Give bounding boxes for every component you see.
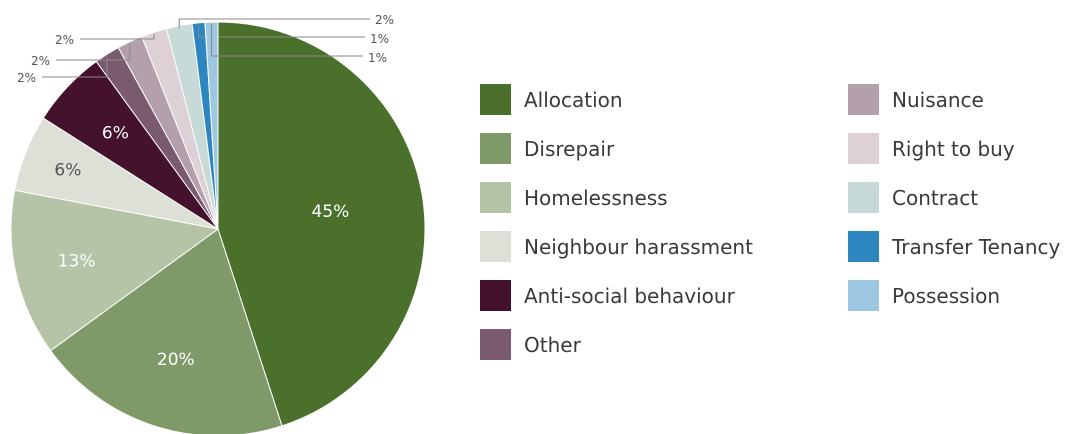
legend-label-right-to-buy: Right to buy [892, 136, 1015, 161]
legend-label-contract: Contract [892, 185, 979, 210]
legend-label-homelessness: Homelessness [524, 185, 668, 210]
pie-slice-possession [204, 21, 219, 230]
legend-swatch-right-to-buy [848, 133, 879, 164]
pie-slice-homelessness [10, 189, 220, 352]
legend-item-transfer-tenancy: Transfer Tenancy [848, 229, 1070, 264]
legend-item-allocation: Allocation [480, 82, 848, 117]
slice-value-label-contract: 2% [375, 13, 394, 27]
pie-slice-allocation [217, 21, 426, 427]
legend-swatch-other [480, 329, 511, 360]
slice-value-label-homelessness: 13% [58, 252, 96, 272]
callout-line-nuisance [56, 43, 131, 61]
slice-value-label-neighbour-harassment: 6% [54, 161, 81, 181]
legend-item-nuisance: Nuisance [848, 82, 1070, 117]
legend-label-other: Other [524, 332, 581, 357]
legend-swatch-possession [848, 280, 879, 311]
slice-value-label-disrepair: 20% [157, 350, 195, 370]
pie-slice-disrepair [49, 228, 283, 434]
slice-value-label-nuisance: 2% [31, 54, 50, 68]
legend-label-disrepair: Disrepair [524, 136, 615, 161]
legend-item-contract: Contract [848, 180, 1070, 215]
legend-item-homelessness: Homelessness [480, 180, 848, 215]
legend-item-neighbour-harassment: Neighbour harassment [480, 229, 848, 264]
legend: Allocation Disrepair Homelessness Neighb… [480, 82, 1070, 362]
callout-line-transfer-tenancy [198, 24, 365, 38]
legend-item-disrepair: Disrepair [480, 131, 848, 166]
slice-value-label-possession: 1% [368, 51, 387, 65]
legend-swatch-allocation [480, 84, 511, 115]
callout-line-contract [178, 18, 370, 28]
slice-value-label-allocation: 45% [312, 202, 350, 222]
legend-label-anti-social-behaviour: Anti-social behaviour [524, 283, 735, 308]
legend-swatch-homelessness [480, 182, 511, 213]
callout-line-right-to-buy [80, 34, 155, 40]
legend-label-nuisance: Nuisance [892, 87, 984, 112]
legend-swatch-contract [848, 182, 879, 213]
callout-line-other [42, 56, 108, 78]
slice-value-label-anti-social-behaviour: 6% [102, 124, 129, 144]
legend-item-right-to-buy: Right to buy [848, 131, 1070, 166]
legend-swatch-disrepair [480, 133, 511, 164]
legend-swatch-transfer-tenancy [848, 231, 879, 262]
legend-swatch-nuisance [848, 84, 879, 115]
slice-value-label-transfer-tenancy: 1% [370, 32, 389, 46]
legend-label-transfer-tenancy: Transfer Tenancy [892, 234, 1061, 259]
legend-label-possession: Possession [892, 283, 1001, 308]
legend-item-anti-social-behaviour: Anti-social behaviour [480, 278, 848, 313]
slice-value-label-right-to-buy: 2% [55, 33, 74, 47]
callout-line-possession [211, 24, 363, 57]
legend-item-possession: Possession [848, 278, 1070, 313]
legend-swatch-neighbour-harassment [480, 231, 511, 262]
legend-swatch-anti-social-behaviour [480, 280, 511, 311]
legend-label-neighbour-harassment: Neighbour harassment [524, 234, 753, 259]
slice-value-label-other: 2% [17, 71, 36, 85]
legend-label-allocation: Allocation [524, 87, 623, 112]
legend-item-other: Other [480, 327, 848, 362]
